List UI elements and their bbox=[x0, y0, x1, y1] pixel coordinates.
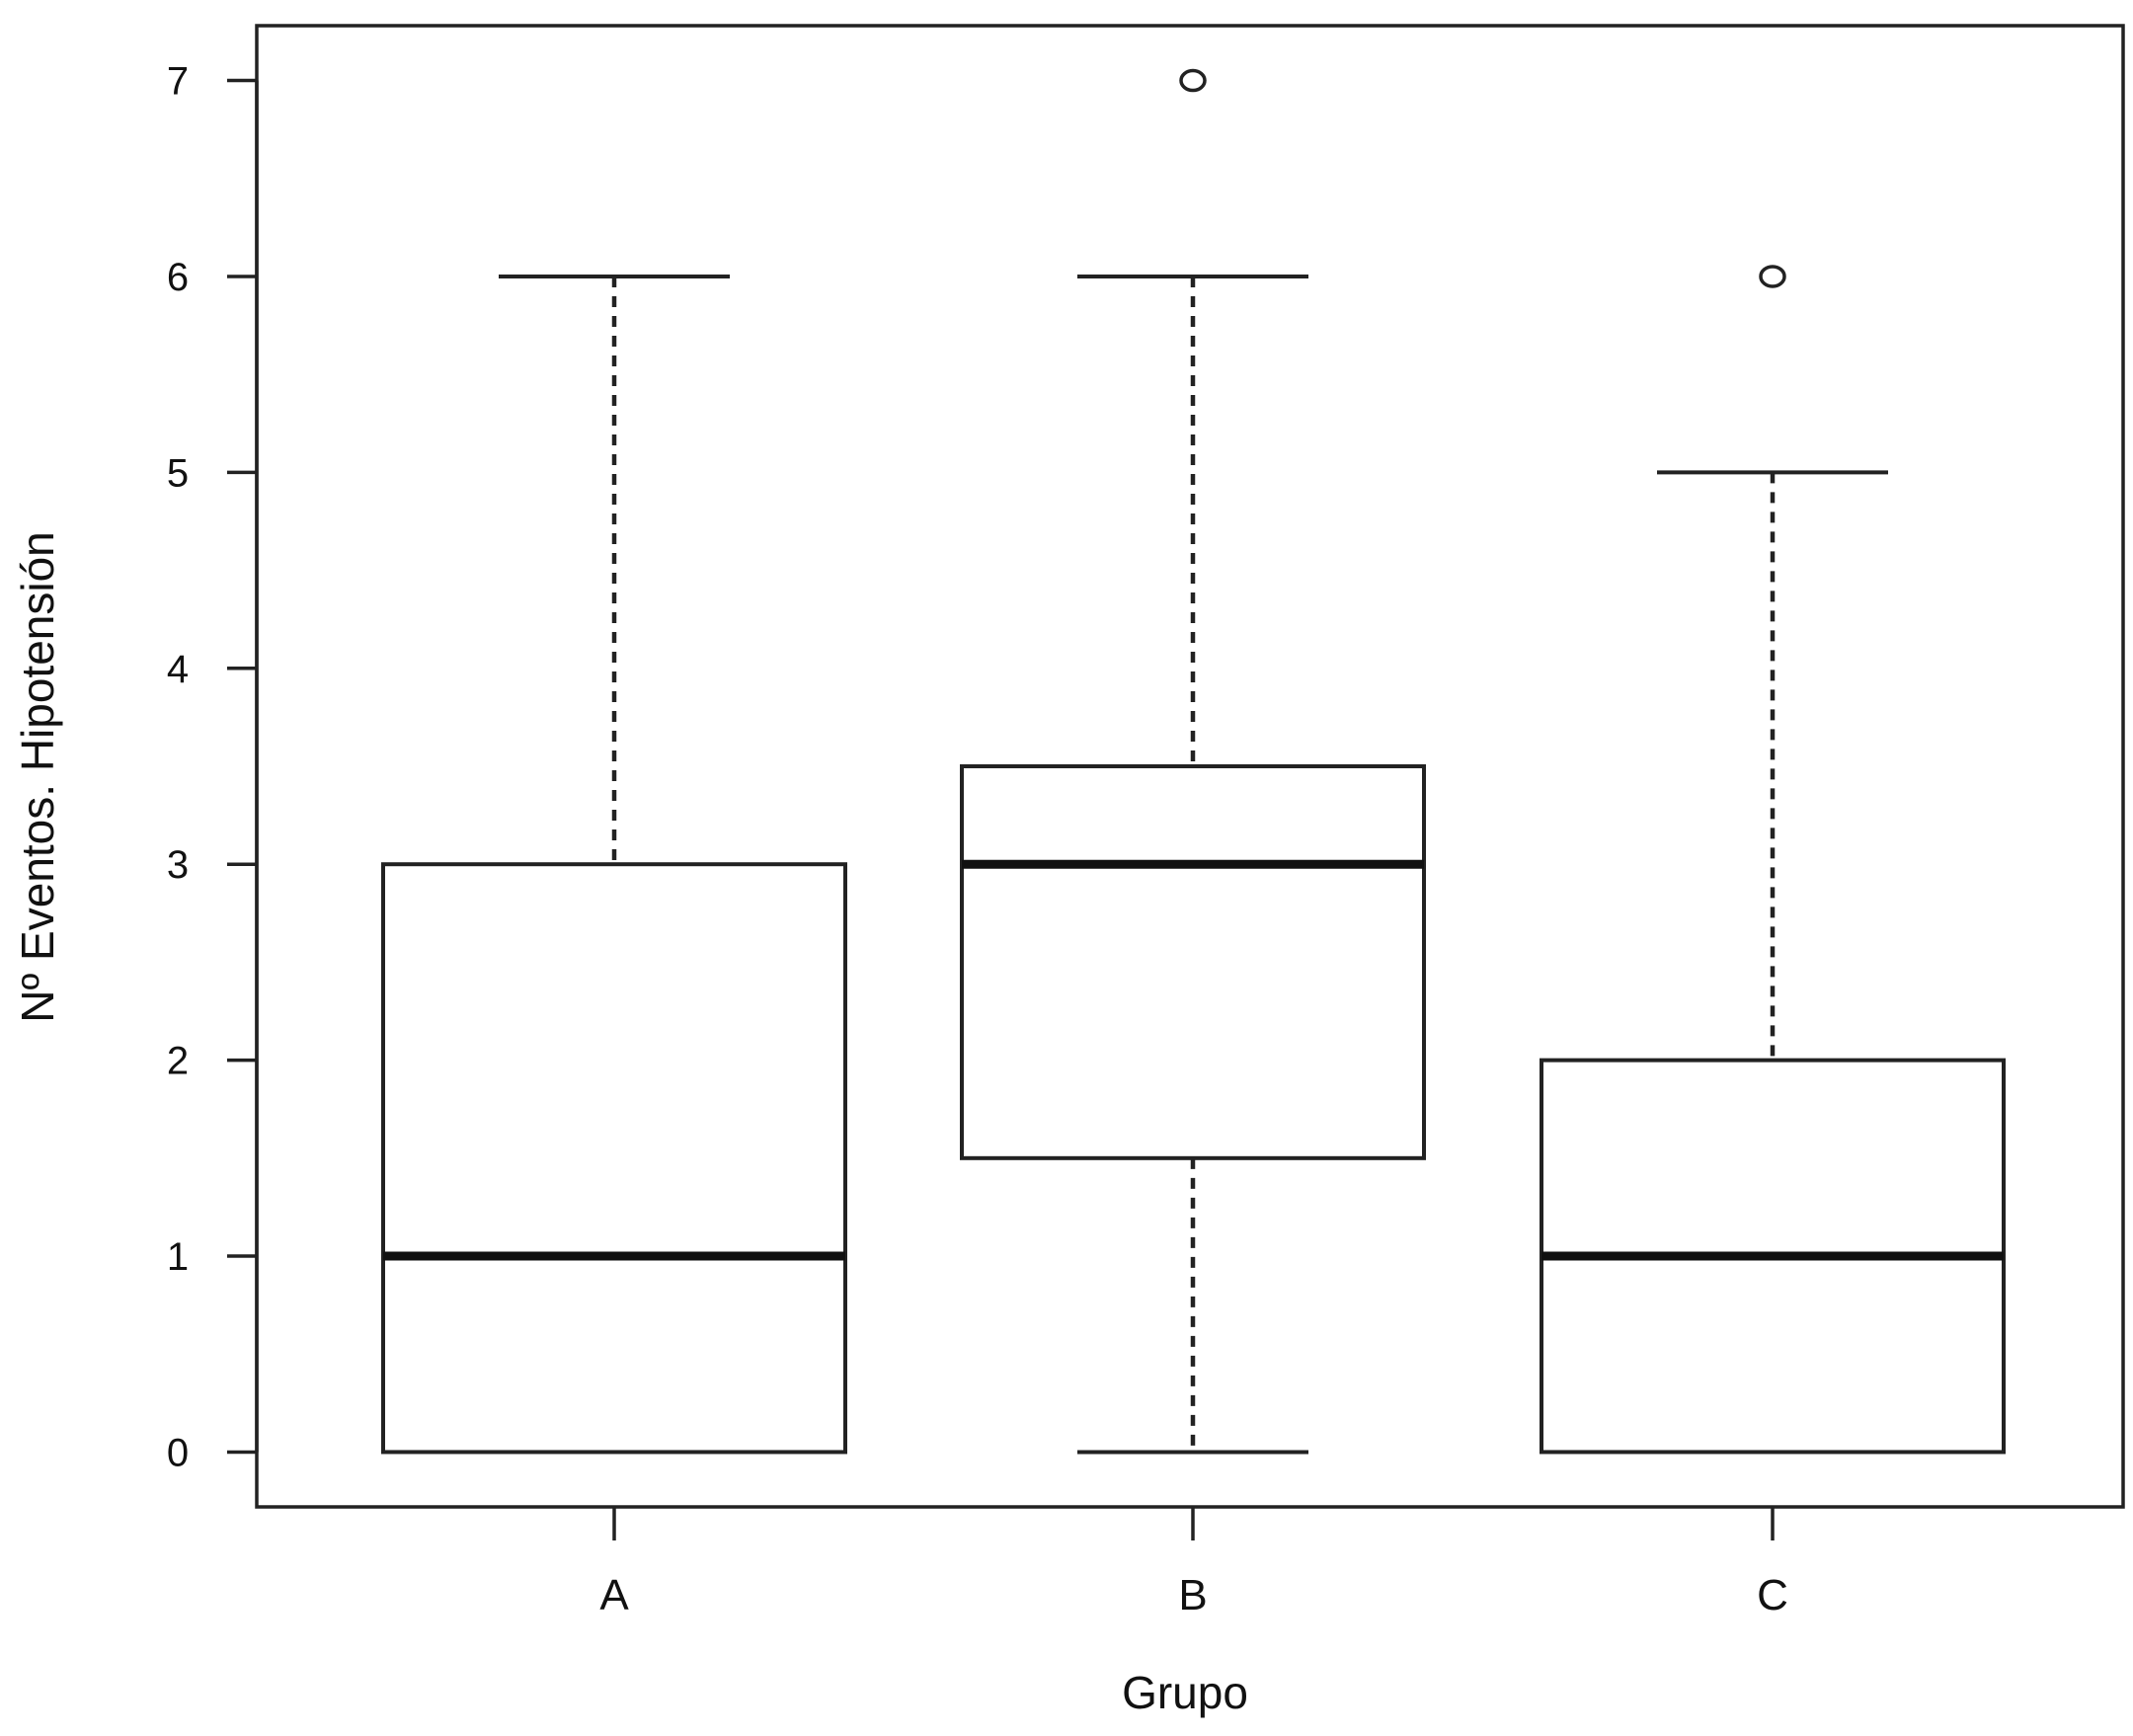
x-tick-label-B: B bbox=[1178, 1571, 1207, 1619]
y-axis-title: Nº Eventos. Hipotensión bbox=[12, 531, 63, 1023]
outlier-B-0 bbox=[1179, 68, 1207, 93]
box-group-C bbox=[1540, 265, 2006, 1455]
y-tick-label-2: 2 bbox=[167, 1040, 189, 1083]
outlier-C-0 bbox=[1759, 265, 1786, 288]
x-axis: A B C bbox=[599, 1507, 1788, 1619]
x-axis-title: Grupo bbox=[1122, 1667, 1248, 1718]
box-A bbox=[381, 862, 847, 1455]
y-axis: 0 1 2 3 4 5 6 7 bbox=[167, 60, 259, 1474]
box-series bbox=[381, 68, 2006, 1455]
y-tick-label-1: 1 bbox=[167, 1235, 189, 1279]
y-tick-label-5: 5 bbox=[167, 451, 189, 495]
x-tick-label-A: A bbox=[599, 1571, 629, 1619]
x-tick-label-C: C bbox=[1757, 1571, 1788, 1619]
box-group-A bbox=[381, 274, 847, 1455]
y-tick-label-6: 6 bbox=[167, 256, 189, 299]
y-tick-label-3: 3 bbox=[167, 843, 189, 887]
box-B bbox=[960, 764, 1426, 1160]
y-tick-label-4: 4 bbox=[167, 648, 189, 691]
box-group-B bbox=[960, 68, 1426, 1455]
y-tick-label-7: 7 bbox=[167, 60, 189, 104]
y-tick-label-0: 0 bbox=[167, 1431, 189, 1474]
